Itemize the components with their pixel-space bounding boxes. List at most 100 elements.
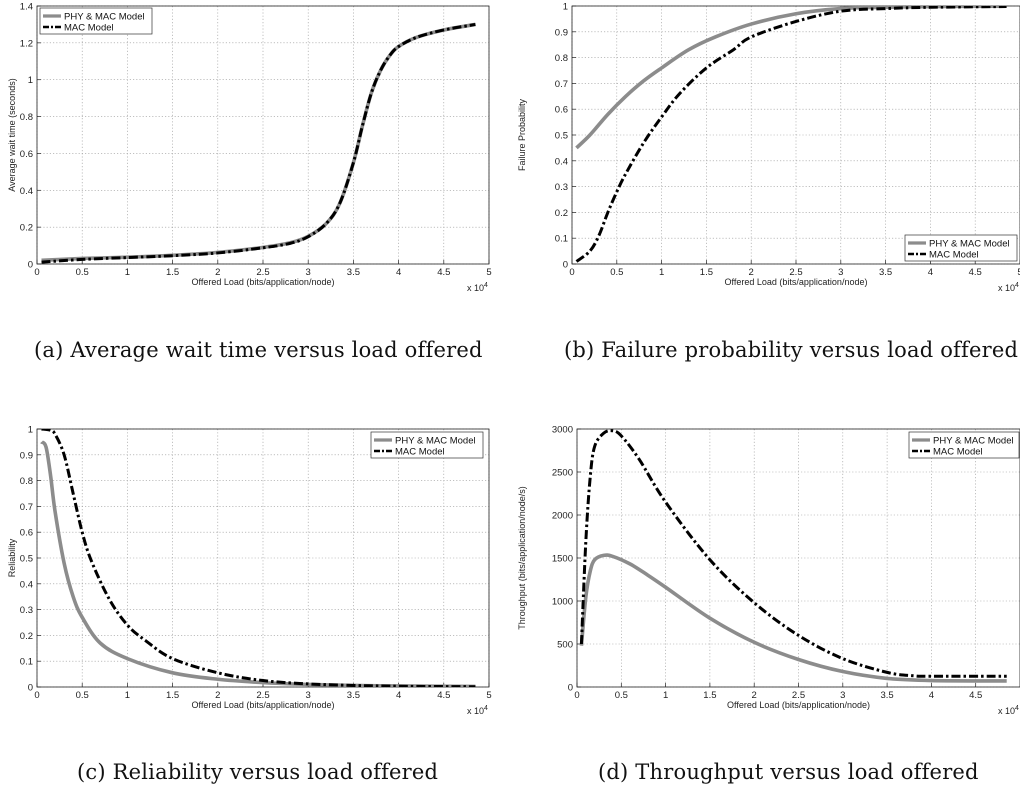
y-tick-label: 2500	[552, 468, 573, 479]
legend-label: PHY & MAC Model	[64, 12, 145, 23]
x-tick-label: 1.5	[700, 267, 713, 278]
legend-label: MAC Model	[64, 23, 114, 34]
y-tick-label: 0.9	[20, 450, 33, 461]
y-tick-label: 3000	[552, 425, 573, 436]
y-tick-label: 0.3	[20, 605, 33, 616]
grid-d	[576, 428, 1020, 688]
y-tick-label: 0.1	[20, 657, 33, 668]
y-tick-label: 0.5	[20, 554, 33, 565]
x-tick-label: 0.5	[615, 690, 628, 701]
x-tick-label: 4.5	[437, 690, 450, 701]
y-tick-label: 0.6	[20, 149, 33, 160]
x-tick-label: 1	[125, 690, 130, 701]
y-tick-label: 0.2	[20, 631, 33, 642]
legend-box	[904, 234, 1018, 262]
x-axis-label: Offered Load (bits/application/node)	[725, 277, 868, 287]
x-tick-label: 4.5	[969, 690, 982, 701]
x-tick-label: 3.5	[879, 267, 892, 278]
chart-a: 0 0.5 1 1.5 2 2.5 3 3.5 4 4.5 5 0 0.2 0.4 0.6 0.8 1 1.2 1.…	[7, 2, 492, 294]
series-group-b	[575, 6, 1007, 263]
series-line-phy-mac	[41, 22, 476, 263]
legend-label: PHY & MAC Model	[933, 436, 1014, 447]
y-axis-label: Average wait time (seconds)	[7, 78, 17, 191]
x-tick-label: 2	[215, 267, 220, 278]
y-tick-label: 0.8	[555, 53, 568, 64]
x-tick-label: 0	[574, 690, 579, 701]
x-tick-label: 3	[306, 690, 311, 701]
panel-a: 0 0.5 1 1.5 2 2.5 3 3.5 4 4.5 5 0 0.2 0.4 0.6 0.8 1 1.2 1.…	[0, 0, 510, 380]
y-tick-label: 0	[563, 260, 568, 271]
x-tick-label: 2.5	[256, 690, 269, 701]
chart-d: 0 0.5 1 1.5 2 2.5 3 3.5 4 4.5 0 500 1000 1500 2000 2500…	[517, 425, 1020, 716]
y-tick-label: 0	[28, 683, 33, 694]
y-tick-label: 1.4	[20, 2, 33, 13]
series-line-mac	[579, 429, 1007, 678]
chart-c: 0 0.5 1 1.5 2 2.5 3 3.5 4 4.5 5 0 0.1 0.2 0.3 0.4 0.5 0.6…	[7, 425, 492, 717]
y-tick-label: 500	[557, 640, 573, 651]
x-tick-label: 1	[663, 690, 668, 701]
x-tick-label: 5	[1017, 267, 1020, 278]
y-tick-label: 0.2	[555, 208, 568, 219]
legend-box	[908, 431, 1020, 459]
x-tick-label: 2	[749, 267, 754, 278]
x-tick-label: 5	[486, 690, 491, 701]
x-axis-label: Offered Load (bits/application/node)	[192, 700, 335, 710]
x-tick-label: 0	[34, 267, 39, 278]
x-tick-label: 1	[659, 267, 664, 278]
x-tick-label: 3.5	[347, 690, 360, 701]
x-tick-label: 3.5	[347, 267, 360, 278]
series-group-c	[40, 429, 476, 687]
x-tick-label: 1.5	[166, 267, 179, 278]
legend-label: MAC Model	[395, 447, 445, 458]
y-tick-label: 1	[28, 75, 33, 86]
x-tick-label: 4.5	[437, 267, 450, 278]
x-tick-label: 1.5	[166, 690, 179, 701]
x-tick-label: 0	[34, 690, 39, 701]
y-tick-label: 0.4	[20, 579, 33, 590]
y-tick-label: 0.6	[555, 105, 568, 116]
x-tick-label: 2	[215, 690, 220, 701]
caption-c: (c) Reliability versus load offered	[77, 760, 439, 784]
legend-box	[39, 7, 153, 35]
x-tick-label: 2.5	[256, 267, 269, 278]
y-axis-label: Reliability	[7, 538, 17, 577]
legend-label: MAC Model	[933, 447, 983, 458]
y-tick-label: 0.2	[20, 223, 33, 234]
legend-label: PHY & MAC Model	[929, 239, 1010, 250]
x-tick-label: 4	[928, 267, 933, 278]
series-line-phy-mac	[40, 440, 476, 687]
y-tick-label: 0.7	[555, 79, 568, 90]
legend-box	[370, 431, 484, 459]
y-tick-label: 0.4	[20, 186, 33, 197]
y-tick-label: 1	[28, 425, 33, 436]
y-tick-label: 1.2	[20, 38, 33, 49]
y-tick-label: 1000	[552, 597, 573, 608]
x-tick-label: 3	[306, 267, 311, 278]
panel-b: 0 0.5 1 1.5 2 2.5 3 3.5 4 4.5 5 0 0.1 0.2 0.3 0.4 0.5 0.6…	[510, 0, 1020, 380]
x-tick-label: 4	[396, 267, 401, 278]
x-multiplier: x 104	[998, 282, 1019, 293]
caption-d: (d) Throughput versus load offered	[598, 760, 979, 784]
y-tick-label: 0.7	[20, 502, 33, 513]
y-tick-label: 1500	[552, 554, 573, 565]
y-tick-label: 0	[28, 260, 33, 271]
x-tick-label: 1	[125, 267, 130, 278]
y-tick-label: 2000	[552, 511, 573, 522]
series-line-mac	[41, 429, 476, 687]
y-axis-label: Failure Probability	[517, 98, 527, 171]
series-group-a	[41, 22, 476, 264]
panel-c: 0 0.5 1 1.5 2 2.5 3 3.5 4 4.5 5 0 0.1 0.2 0.3 0.4 0.5 0.6…	[0, 420, 510, 792]
x-multiplier: x 104	[467, 705, 488, 716]
y-tick-label: 0.1	[555, 234, 568, 245]
x-tick-label: 2.5	[789, 267, 802, 278]
grid-b	[571, 5, 1020, 265]
x-tick-label: 3	[840, 690, 845, 701]
x-axis-label: Offered Load (bits/application/node)	[192, 277, 335, 287]
series-group-d	[579, 429, 1007, 683]
y-tick-label: 0.9	[555, 27, 568, 38]
x-tick-label: 0.5	[76, 267, 89, 278]
caption-b: (b) Failure probability versus load offe…	[564, 338, 1019, 362]
